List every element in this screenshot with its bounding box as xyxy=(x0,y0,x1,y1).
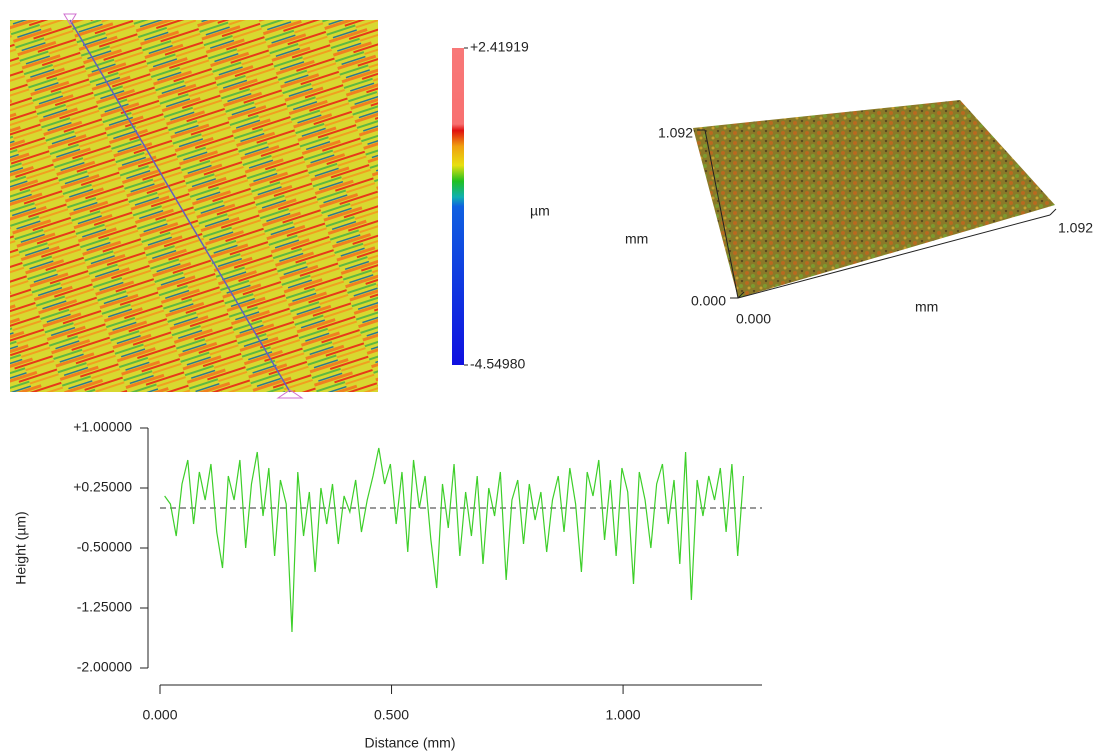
colorbar-tick-label: -4.54980 xyxy=(470,356,525,372)
profile-line xyxy=(69,19,291,393)
profile-marker xyxy=(276,389,304,399)
y-tick-label: 0.000 xyxy=(691,293,726,309)
surface-3d: mm mm xyxy=(625,100,1055,315)
profile-trace xyxy=(164,447,745,633)
height-map-image xyxy=(10,20,378,392)
surface-image xyxy=(693,100,1055,298)
axis-line xyxy=(704,129,739,299)
y-axis-label: mm xyxy=(625,231,648,247)
colorbar xyxy=(452,48,464,365)
y-axis-label: Height (µm) xyxy=(13,511,29,584)
y-tick-label: -2.00000 xyxy=(77,659,132,675)
x-tick-label: 0.000 xyxy=(736,311,771,327)
profile-marker xyxy=(63,13,77,25)
x-tick-label: 0.500 xyxy=(374,707,409,723)
colorbar-label: µm xyxy=(530,203,550,219)
y-tick-label: 1.092 xyxy=(658,125,693,141)
colorbar-tick-label: +2.41919 xyxy=(470,39,529,55)
y-tick-label: +0.25000 xyxy=(73,479,132,495)
height-map: µm xyxy=(10,13,550,399)
x-axis-label: mm xyxy=(915,299,938,315)
x-tick-label: 1.000 xyxy=(606,707,641,723)
x-tick-label: 1.092 xyxy=(1058,220,1093,236)
x-axis-label: Distance (mm) xyxy=(364,735,455,751)
y-tick-label: -0.50000 xyxy=(77,539,132,555)
x-tick-label: 0.000 xyxy=(142,707,177,723)
x-tick xyxy=(1049,208,1057,216)
axis-line xyxy=(737,214,1051,299)
x-tick xyxy=(737,291,745,299)
y-tick-label: +1.00000 xyxy=(73,419,132,435)
y-tick-label: -1.25000 xyxy=(77,599,132,615)
